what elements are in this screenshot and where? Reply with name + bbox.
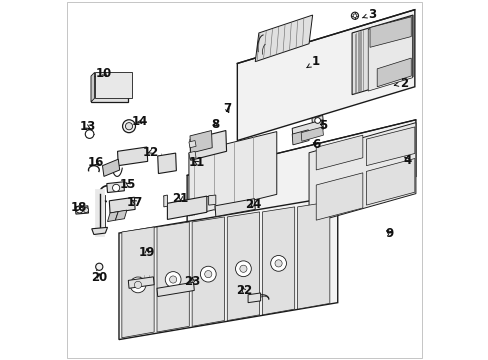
Text: 23: 23 [184, 275, 200, 288]
Polygon shape [157, 282, 194, 297]
Polygon shape [237, 10, 414, 140]
Polygon shape [247, 293, 260, 303]
Circle shape [83, 208, 88, 213]
Polygon shape [311, 116, 323, 126]
Circle shape [235, 261, 251, 276]
Polygon shape [376, 58, 410, 87]
Text: 4: 4 [403, 154, 411, 167]
Polygon shape [190, 131, 226, 160]
Polygon shape [117, 147, 147, 166]
Polygon shape [188, 151, 196, 159]
Polygon shape [115, 210, 126, 220]
Text: 12: 12 [142, 145, 158, 158]
Text: 2: 2 [393, 77, 407, 90]
Polygon shape [367, 16, 411, 91]
Polygon shape [192, 217, 224, 326]
Polygon shape [109, 197, 135, 213]
Text: 9: 9 [385, 226, 393, 239]
Polygon shape [366, 158, 414, 205]
Text: 18: 18 [70, 202, 87, 215]
Polygon shape [316, 173, 362, 220]
Polygon shape [94, 72, 131, 98]
Polygon shape [188, 132, 276, 216]
Polygon shape [262, 207, 294, 315]
Polygon shape [128, 277, 154, 288]
Circle shape [274, 260, 282, 267]
Circle shape [351, 12, 358, 19]
Circle shape [352, 14, 356, 18]
Text: 5: 5 [319, 119, 327, 132]
Text: 7: 7 [223, 103, 231, 116]
Polygon shape [122, 227, 154, 338]
Circle shape [130, 277, 145, 293]
Circle shape [76, 206, 83, 213]
Text: 10: 10 [96, 67, 112, 80]
Polygon shape [188, 140, 196, 148]
Polygon shape [167, 196, 206, 220]
Text: 24: 24 [245, 198, 261, 211]
Text: 1: 1 [306, 55, 320, 68]
Polygon shape [292, 130, 308, 145]
Circle shape [200, 266, 216, 282]
Text: 6: 6 [311, 138, 320, 151]
Polygon shape [227, 212, 259, 320]
Text: 21: 21 [172, 192, 188, 205]
Text: 3: 3 [362, 8, 375, 21]
Polygon shape [106, 182, 124, 193]
Polygon shape [215, 199, 255, 217]
Text: 22: 22 [235, 284, 251, 297]
Polygon shape [292, 120, 323, 138]
Text: 19: 19 [139, 246, 155, 259]
Polygon shape [351, 15, 412, 95]
Polygon shape [301, 127, 323, 141]
Text: 14: 14 [131, 116, 148, 129]
Circle shape [85, 130, 94, 138]
Polygon shape [163, 195, 167, 207]
Polygon shape [187, 120, 415, 232]
Polygon shape [91, 76, 128, 102]
Circle shape [96, 263, 102, 270]
Circle shape [270, 256, 286, 271]
Circle shape [122, 120, 135, 133]
Polygon shape [157, 222, 189, 332]
Circle shape [165, 272, 181, 287]
Circle shape [125, 123, 132, 130]
Polygon shape [316, 135, 362, 170]
Circle shape [169, 276, 176, 283]
Polygon shape [190, 131, 212, 153]
Polygon shape [91, 72, 94, 102]
Text: 20: 20 [91, 271, 107, 284]
Text: 15: 15 [120, 178, 136, 191]
Circle shape [112, 184, 120, 192]
Text: 11: 11 [189, 156, 205, 169]
Polygon shape [369, 17, 410, 47]
Text: 8: 8 [210, 118, 219, 131]
Polygon shape [102, 159, 120, 176]
Text: 17: 17 [127, 196, 143, 209]
Text: 16: 16 [87, 156, 103, 169]
Polygon shape [119, 196, 337, 339]
Circle shape [204, 271, 211, 278]
Polygon shape [297, 202, 329, 309]
Circle shape [314, 118, 320, 123]
Polygon shape [255, 15, 312, 62]
Polygon shape [92, 227, 107, 234]
Polygon shape [366, 127, 414, 166]
Circle shape [239, 265, 246, 273]
Text: 13: 13 [79, 121, 95, 134]
Polygon shape [75, 206, 88, 214]
Polygon shape [158, 153, 176, 174]
Polygon shape [308, 123, 415, 224]
Polygon shape [208, 195, 215, 205]
Polygon shape [107, 212, 118, 222]
Circle shape [134, 281, 142, 288]
